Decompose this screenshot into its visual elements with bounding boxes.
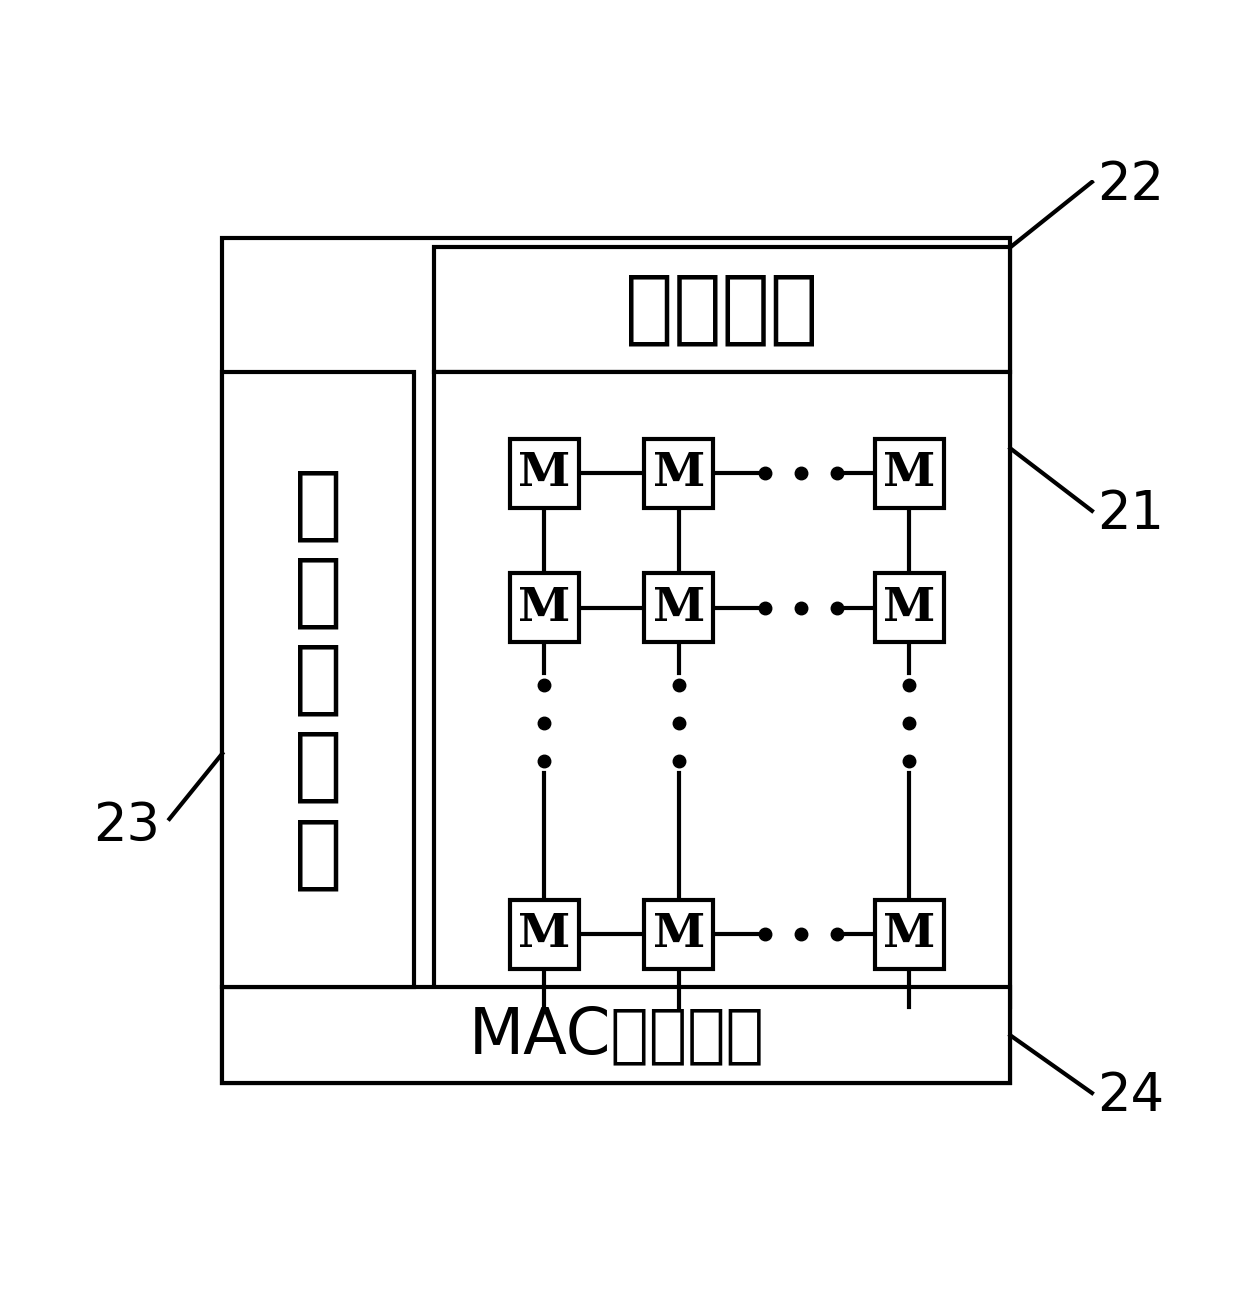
Text: MAC外围电路: MAC外围电路 bbox=[469, 1005, 764, 1066]
Text: M: M bbox=[883, 912, 935, 957]
Text: 21: 21 bbox=[1096, 488, 1164, 540]
Bar bbox=[644, 438, 713, 508]
Bar bbox=[510, 900, 579, 969]
Bar bbox=[510, 438, 579, 508]
Text: 行
列
译
码
器: 行 列 译 码 器 bbox=[294, 467, 342, 893]
Bar bbox=[874, 438, 944, 508]
Bar bbox=[644, 900, 713, 969]
Text: 23: 23 bbox=[93, 799, 160, 852]
Bar bbox=[644, 573, 713, 642]
Text: 22: 22 bbox=[1096, 158, 1164, 211]
Text: M: M bbox=[883, 450, 935, 496]
Text: M: M bbox=[518, 585, 570, 630]
Text: M: M bbox=[518, 912, 570, 957]
Bar bbox=[510, 573, 579, 642]
Bar bbox=[434, 373, 1011, 1006]
Text: M: M bbox=[652, 450, 704, 496]
Bar bbox=[222, 988, 1011, 1083]
Text: M: M bbox=[518, 450, 570, 496]
Bar bbox=[874, 900, 944, 969]
Text: M: M bbox=[883, 585, 935, 630]
Text: 24: 24 bbox=[1096, 1070, 1164, 1122]
Bar bbox=[874, 573, 944, 642]
Bar bbox=[222, 238, 1011, 1083]
Text: M: M bbox=[652, 585, 704, 630]
Bar bbox=[222, 373, 414, 988]
Text: M: M bbox=[652, 912, 704, 957]
Bar bbox=[434, 247, 1011, 373]
Text: 读写电路: 读写电路 bbox=[625, 271, 818, 349]
